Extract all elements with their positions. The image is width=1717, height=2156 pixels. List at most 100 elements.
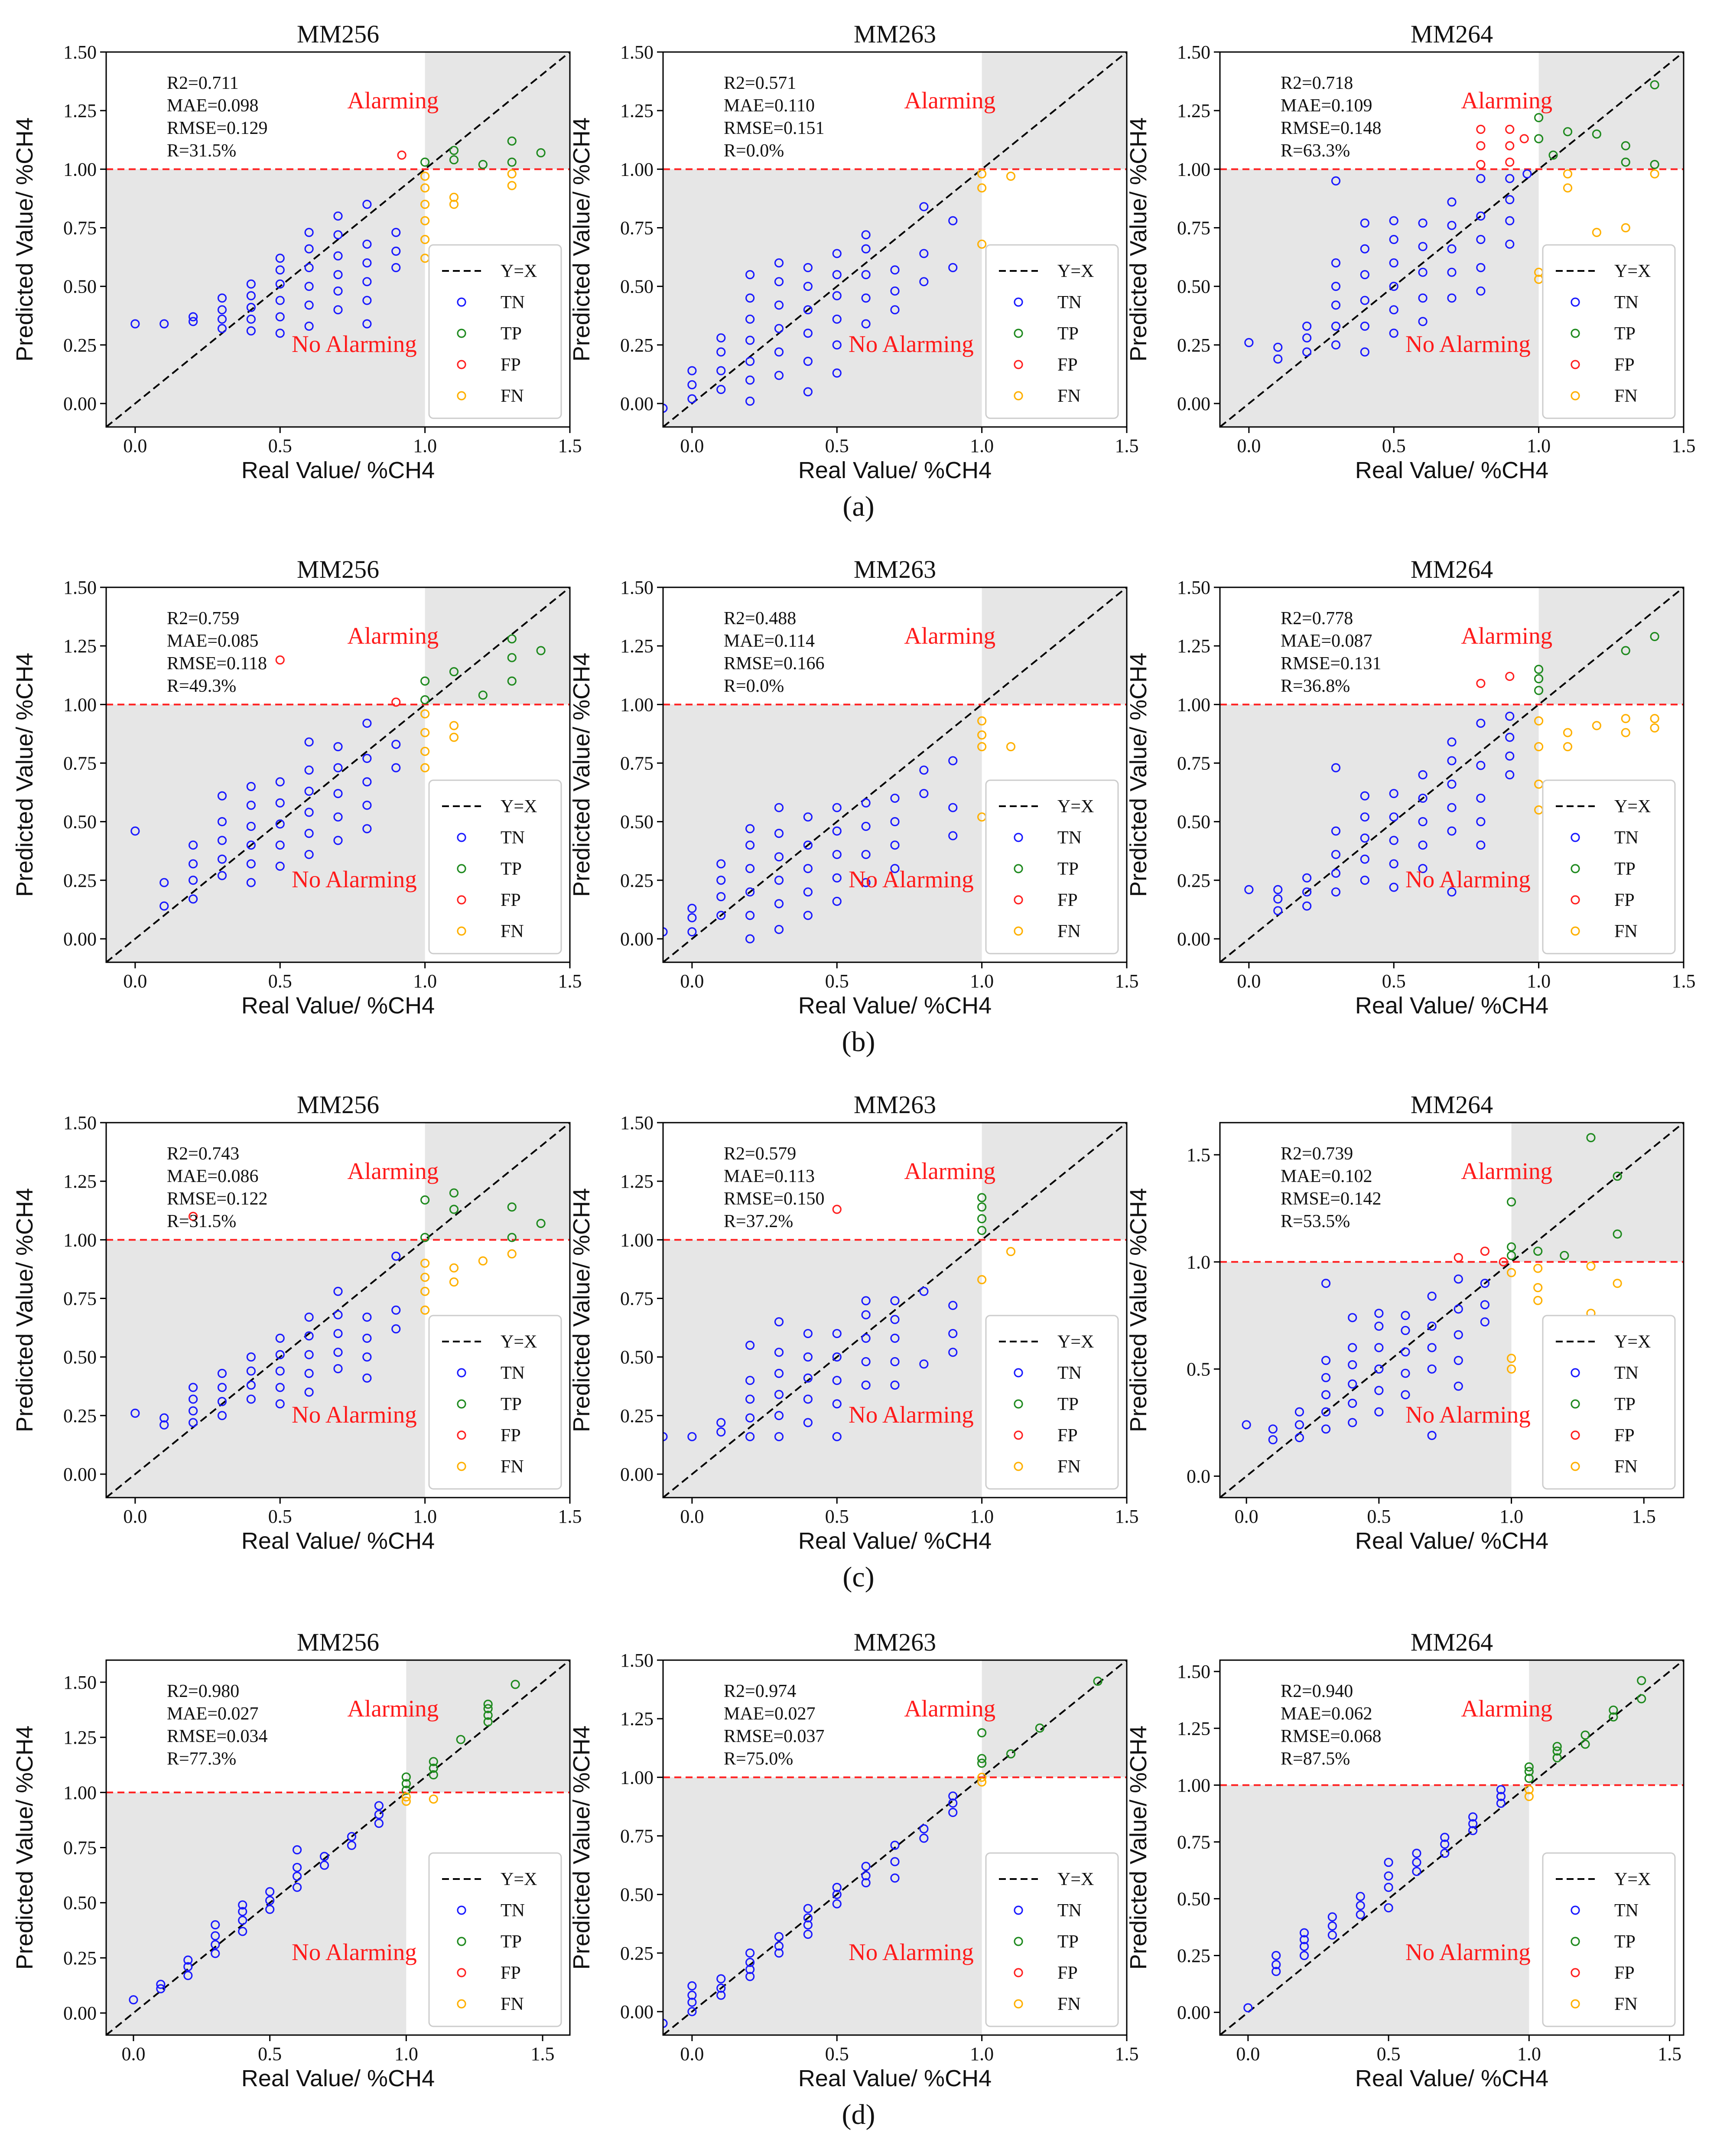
point-tn [1389,258,1398,268]
point-tn [1476,211,1486,221]
point-tn [333,763,343,772]
point-tp [449,146,459,155]
point-fn [507,1249,517,1259]
point-tn [803,1329,813,1339]
y-tick-label: 1.00 [620,1767,654,1788]
point-fn [420,763,430,772]
point-fn [420,1305,430,1315]
legend-label: TP [1614,324,1636,344]
subplot-title: MM263 [854,1628,936,1656]
point-tn [1243,2003,1253,2013]
point-tn [1418,242,1428,251]
point-tn [832,1899,842,1908]
point-fn [478,1256,488,1266]
point-tp [977,1193,987,1202]
point-tn [716,892,726,902]
x-tick-label: 1.0 [1517,2043,1541,2065]
point-tn [304,282,314,291]
point-tn [1360,876,1369,885]
point-tn [275,1366,285,1376]
point-tn [774,1411,784,1420]
point-tn [304,1331,314,1341]
point-tp [401,1785,411,1795]
point-tn [292,1863,302,1872]
point-fn [449,1263,459,1273]
point-tn [1440,1849,1450,1858]
legend-marker-fp [1571,1430,1580,1440]
legend-label: TN [501,828,525,848]
y-tick-label: 0.00 [620,1464,654,1485]
point-tn [217,1383,227,1392]
point-tn [211,1920,220,1930]
y-tick-label: 0.00 [620,393,654,414]
point-tn [803,840,813,850]
stat-line: R=63.3% [1281,141,1350,161]
point-tn [1418,267,1428,277]
point-tn [803,1929,813,1939]
point-tn [1389,812,1398,822]
point-tn [292,1882,302,1892]
point-tn [1427,1364,1437,1374]
point-tp [1506,1197,1516,1207]
legend-marker-tn [1014,833,1023,842]
point-tn [217,1411,227,1420]
point-tp [1650,160,1659,169]
legend-marker-fn [1014,1462,1023,1471]
point-tn [246,314,256,324]
point-tp [1006,1749,1016,1759]
point-tn [890,286,900,296]
point-tn [362,801,372,810]
point-tn [919,789,929,798]
y-axis-label: Predicted Value/ %CH4 [569,1726,595,1970]
point-tp [456,1735,465,1744]
y-tick-label: 0.75 [63,752,97,774]
point-tn [890,1380,900,1390]
legend-box [428,1315,562,1490]
stat-line: R=49.3% [167,676,236,696]
x-tick-label: 0.5 [1382,435,1406,456]
point-tp [449,667,459,677]
y-tick-label: 1.25 [620,1708,654,1729]
point-tn [1418,793,1428,803]
point-tn [948,216,958,225]
stat-line: R2=0.571 [724,73,796,93]
x-tick-label: 1.5 [1672,435,1696,456]
y-axis-label: Predicted Value/ %CH4 [569,653,595,897]
point-tn [362,1373,372,1383]
point-tn [774,1432,784,1442]
y-axis-label: Predicted Value/ %CH4 [569,117,595,362]
y-tick-label: 0.5 [1187,1358,1210,1380]
point-tn [319,1860,329,1870]
x-tick-label: 0.5 [825,435,849,456]
point-tp [977,1214,987,1224]
legend-box [985,1315,1119,1490]
alarming-label: Alarming [904,622,995,649]
point-tn [1302,901,1312,911]
point-tn [1418,317,1428,326]
point-tn [362,824,372,834]
point-tn [333,789,343,798]
point-tn [246,326,256,335]
legend-marker-fp [1014,895,1023,905]
subplot-title: MM264 [1411,1091,1493,1119]
point-fn [1524,1785,1534,1794]
point-tn [745,887,755,897]
point-tn [1454,1330,1463,1339]
point-tn [1447,267,1457,277]
point-tp [1613,1171,1622,1181]
point-tp [1548,150,1558,160]
point-tn [1360,854,1369,864]
point-tn [919,765,929,775]
point-tn [238,1915,247,1925]
legend-marker-tn [1014,297,1023,307]
point-tn [304,321,314,331]
point-tn [803,282,813,291]
point-tn [1454,1304,1463,1314]
point-tn [347,1840,357,1850]
point-tn [1505,751,1515,761]
point-tn [745,375,755,385]
point-tn [189,894,198,904]
point-tn [1374,1407,1384,1417]
point-tp [1552,1742,1562,1751]
alarming-label: Alarming [1461,1695,1552,1722]
